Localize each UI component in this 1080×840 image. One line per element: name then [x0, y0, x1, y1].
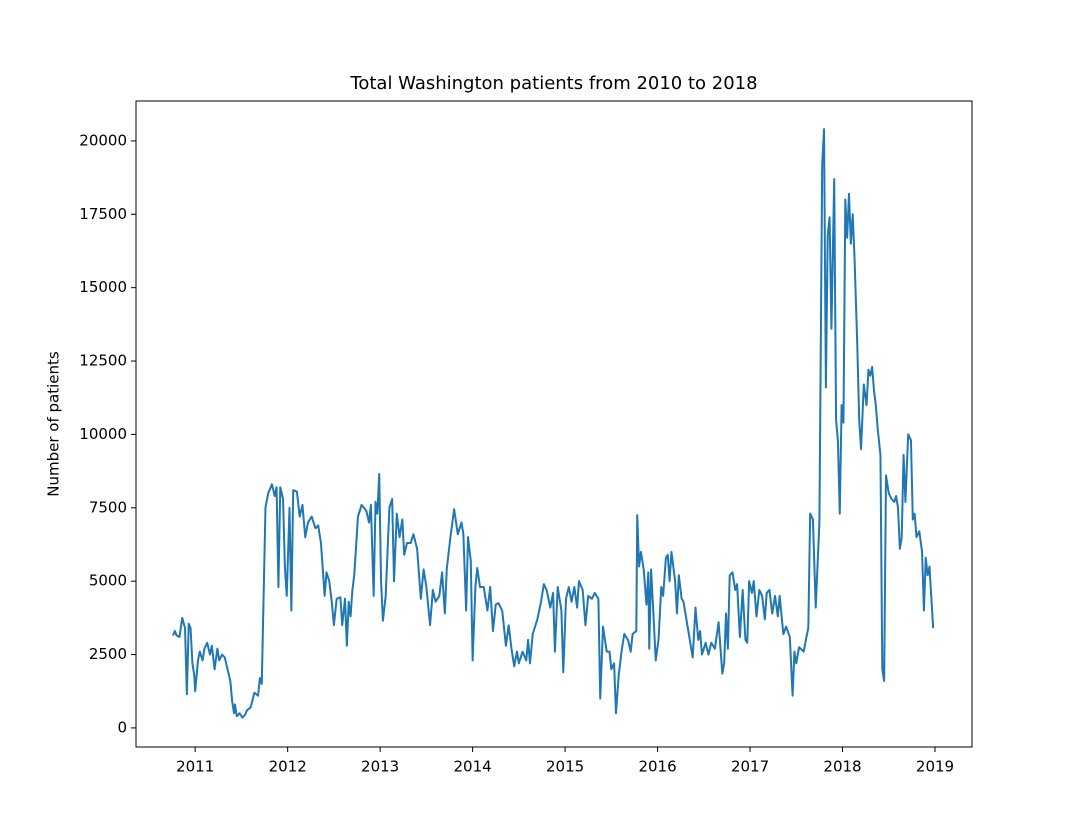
x-tick-label: 2012 [269, 758, 307, 776]
y-tick-label: 20000 [79, 131, 127, 149]
y-tick-label: 0 [117, 718, 127, 736]
y-tick-label: 2500 [89, 645, 127, 663]
y-tick-label: 7500 [89, 498, 127, 516]
data-line [172, 128, 935, 719]
y-tick-label: 17500 [79, 205, 127, 223]
x-tick-label: 2017 [731, 758, 769, 776]
x-tick-label: 2018 [823, 758, 861, 776]
x-tick-label: 2015 [546, 758, 584, 776]
y-tick-label: 10000 [79, 425, 127, 443]
chart-title: Total Washington patients from 2010 to 2… [349, 73, 757, 94]
x-tick-label: 2016 [638, 758, 676, 776]
y-tick-label: 5000 [89, 572, 127, 590]
plot-frame [135, 100, 973, 748]
x-tick-label: 2011 [176, 758, 214, 776]
y-tick-label: 15000 [79, 278, 127, 296]
y-tick-label: 12500 [79, 352, 127, 370]
x-tick-label: 2014 [454, 758, 492, 776]
x-tick-label: 2019 [916, 758, 954, 776]
x-tick-label: 2013 [361, 758, 399, 776]
y-axis-label: Number of patients [45, 351, 63, 497]
